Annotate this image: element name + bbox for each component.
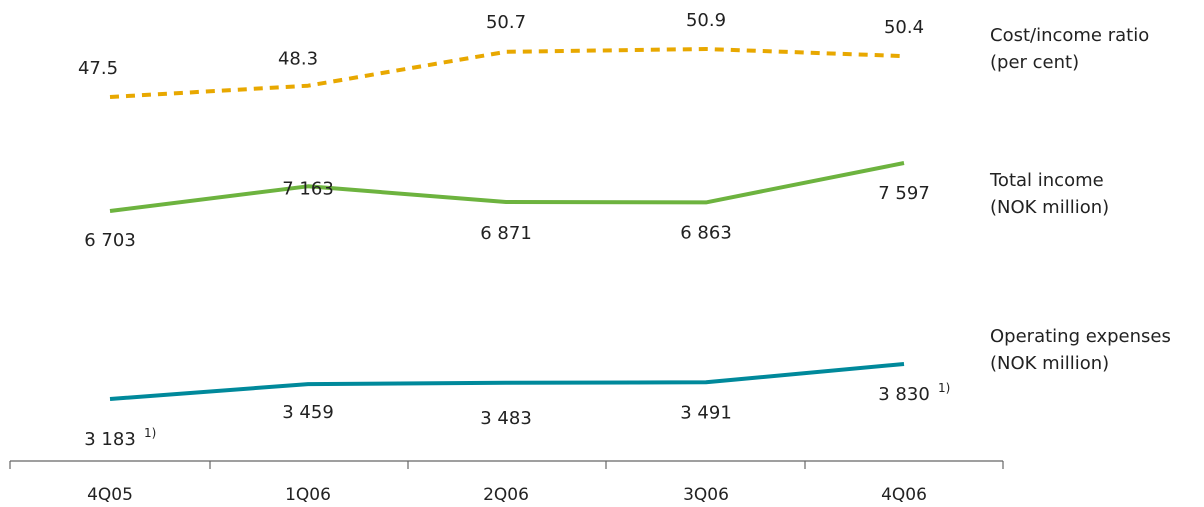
- cost-income-data-label: 48.3: [278, 49, 318, 70]
- cost-income-data-label: 50.7: [486, 12, 526, 33]
- operating-expenses-line: [109, 362, 905, 401]
- legend: Cost/income ratio (per cent) Total income (…: [989, 25, 1171, 374]
- x-axis: 4Q05 1Q06 2Q06 3Q06 4Q06: [9, 460, 1004, 505]
- legend-entry-operating-expenses: Operating expenses: [990, 326, 1171, 347]
- series-layer: [109, 47, 905, 401]
- cost-income-data-label: 50.9: [686, 10, 726, 31]
- x-tick-label: 2Q06: [483, 485, 529, 505]
- operating-expenses-data-label: 3 459: [282, 402, 334, 423]
- footnote-marker: 1): [144, 426, 156, 440]
- total-income-data-label: 6 703: [84, 230, 136, 251]
- footnote-marker: 1): [938, 381, 950, 395]
- operating-expenses-data-label: 3 491: [680, 402, 732, 423]
- x-tick-label: 4Q06: [881, 485, 927, 505]
- legend-entry-operating-expenses: (NOK million): [990, 353, 1109, 374]
- data-labels: 47.5 48.3 50.7 50.9 50.4 6 703 7 163 6 871 6 863…: [78, 10, 950, 450]
- total-income-line: [109, 161, 905, 213]
- total-income-data-label: 7 163: [282, 178, 334, 199]
- legend-entry-total-income: Total income: [989, 170, 1104, 191]
- x-tick-label: 1Q06: [285, 485, 331, 505]
- operating-expenses-data-label: 3 830: [878, 384, 930, 405]
- operating-expenses-data-label: 3 483: [480, 408, 532, 429]
- legend-entry-cost-income: Cost/income ratio: [990, 25, 1149, 46]
- x-tick-label: 4Q05: [87, 485, 133, 505]
- legend-entry-cost-income: (per cent): [990, 52, 1079, 73]
- x-tick-label: 3Q06: [683, 485, 729, 505]
- legend-entry-total-income: (NOK million): [990, 197, 1109, 218]
- total-income-data-label: 6 871: [480, 223, 532, 244]
- operating-expenses-data-label: 3 183: [84, 429, 136, 450]
- cost-income-data-label: 47.5: [78, 58, 118, 79]
- total-income-data-label: 6 863: [680, 222, 732, 243]
- total-income-data-label: 7 597: [878, 183, 930, 204]
- cost-income-data-label: 50.4: [884, 17, 924, 38]
- cost-income-line: [109, 47, 905, 99]
